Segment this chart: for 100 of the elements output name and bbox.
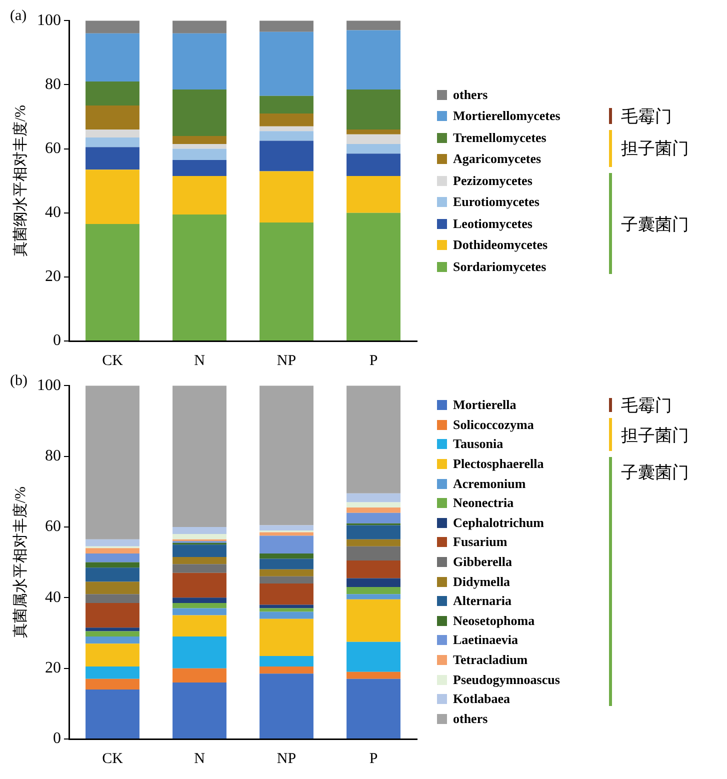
text: 担子菌门 [621, 424, 689, 447]
x-tick-label: CK [102, 750, 124, 767]
legend-label: Dothideomycetes [453, 237, 548, 253]
bar [260, 584, 314, 605]
y-tick-label: 0 [53, 332, 61, 350]
bar [260, 656, 314, 667]
bar [86, 170, 140, 224]
bar [172, 176, 226, 214]
bar [172, 526, 226, 534]
y-tick-label: 80 [45, 76, 61, 93]
bar [260, 666, 314, 674]
legend-label: Acremonium [453, 476, 526, 492]
bar [172, 557, 226, 564]
bar [86, 33, 140, 82]
bar [86, 602, 140, 628]
x-tick-label: P [369, 750, 378, 767]
bar [346, 512, 400, 524]
bar [172, 89, 226, 136]
bar [86, 631, 140, 637]
bar [260, 32, 314, 96]
bar [346, 493, 400, 502]
bar [86, 539, 140, 546]
bar [346, 176, 400, 213]
bar [86, 548, 140, 554]
x-tick-label: N [194, 352, 206, 369]
bar [346, 130, 400, 134]
text: 毛霉门 [621, 395, 672, 418]
bar [346, 672, 400, 679]
legend-label: Sordariomycetes [453, 258, 546, 274]
bar [86, 678, 140, 690]
bar [346, 502, 400, 508]
legend-label: Neosetophoma [453, 612, 535, 629]
y-axis-title: 真菌纲水平相对丰度/% [12, 104, 29, 257]
y-tick-label: 100 [37, 12, 61, 29]
legend-label: Fusarium [453, 534, 508, 550]
bar [346, 678, 400, 738]
bar [260, 525, 314, 530]
bar [260, 532, 314, 536]
bar [260, 386, 314, 526]
legend-label: Cephalotrichum [453, 514, 544, 531]
bar [172, 144, 226, 149]
bar [346, 30, 400, 90]
x-tick-label: NP [276, 352, 296, 369]
bar [172, 682, 226, 738]
bar [172, 214, 226, 340]
bar [172, 608, 226, 616]
bar [86, 138, 140, 148]
bar [172, 33, 226, 90]
legend-label: Neonectria [453, 495, 514, 512]
bar [172, 602, 226, 608]
bar [346, 599, 400, 642]
x-tick-label: NP [276, 750, 296, 767]
bar [260, 576, 314, 584]
bar [86, 690, 140, 738]
legend-label: Tetracladium [453, 652, 528, 668]
bar [346, 546, 400, 561]
y-axis-title: 真菌属水平相对丰度/% [12, 486, 29, 638]
bar [260, 131, 314, 141]
bar [86, 224, 140, 340]
y-tick-label: 0 [53, 730, 61, 748]
bar [346, 578, 400, 588]
legend-label: Pseudogymnoascus [453, 672, 560, 688]
legend-label: Alternaria [453, 593, 512, 610]
bar [260, 20, 314, 32]
legend-label: others [453, 86, 488, 102]
y-tick-label: 60 [45, 140, 61, 157]
x-tick-label: N [194, 750, 206, 767]
bar [86, 666, 140, 679]
bar [346, 134, 400, 144]
bar [260, 604, 314, 608]
legend-label: Solicoccozyma [453, 416, 534, 433]
bar [86, 636, 140, 644]
bar [260, 558, 314, 570]
bar [346, 89, 400, 130]
text: 毛霉门 [621, 106, 672, 128]
bar [172, 615, 226, 637]
bar [172, 534, 226, 540]
legend-label: Agaricomycetes [453, 151, 542, 167]
bar [346, 386, 400, 494]
bar [260, 674, 314, 738]
bar [346, 525, 400, 540]
legend-label: Gibberella [453, 554, 512, 570]
legend-label: Mortierella [453, 397, 516, 414]
y-tick-label: 40 [45, 588, 61, 606]
text: (b) [10, 373, 28, 390]
x-tick-label: P [369, 352, 378, 369]
bar [172, 20, 226, 34]
bar [346, 212, 400, 340]
bar [86, 582, 140, 594]
bar [86, 644, 140, 667]
bar [172, 636, 226, 668]
bar [346, 144, 400, 154]
bar [86, 568, 140, 582]
bar [260, 612, 314, 619]
bar [260, 553, 314, 559]
bar [172, 572, 226, 598]
y-tick-label: 80 [45, 447, 61, 464]
bar [346, 594, 400, 600]
y-tick-label: 100 [37, 376, 61, 394]
bar [172, 386, 226, 527]
